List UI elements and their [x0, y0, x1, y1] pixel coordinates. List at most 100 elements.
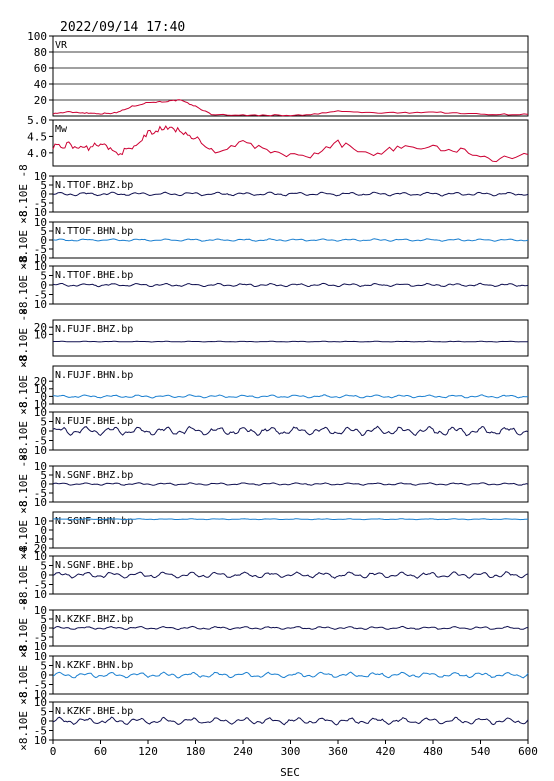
y-tick-label: 10	[34, 383, 47, 396]
y-tick-label: 5	[40, 469, 47, 482]
y-tick-label: 4.5	[27, 130, 47, 143]
trace-line	[53, 394, 529, 399]
panel-stack: 20406080100VR4.04.55.0Mw10-50510N.TTOF.B…	[17, 30, 529, 751]
y-tick-label: 10	[34, 260, 47, 273]
y-tick-label: 80	[34, 46, 47, 59]
panel-label: N.TTOF.BHZ.bp	[55, 180, 133, 191]
x-tick-label: 180	[186, 745, 206, 758]
y-tick-label: 10	[34, 550, 47, 563]
y-tick-label: -5	[34, 579, 47, 592]
y-tick-label: 20	[34, 321, 47, 334]
x-tick-label: 480	[423, 745, 443, 758]
panel-label: N.TTOF.BHE.bp	[55, 270, 133, 281]
series-line	[52, 125, 529, 163]
y-axis-label: ×8.10E -8	[17, 210, 30, 270]
y-tick-label: 5	[40, 225, 47, 238]
panel-label: VR	[55, 40, 68, 51]
y-tick-label: 0	[40, 715, 47, 728]
panel-frame	[52, 319, 529, 357]
panel-label: N.SGNF.BHN.bp	[55, 516, 133, 527]
y-tick-label: 0	[40, 524, 47, 537]
y-tick-label: 10	[34, 734, 47, 747]
panel-frame	[52, 119, 529, 167]
trace-line	[52, 571, 529, 579]
y-axis-label: ×8.10E -8	[17, 645, 30, 705]
y-tick-label: 0	[40, 234, 47, 247]
y-tick-label: 10	[34, 588, 47, 601]
panel-frame	[52, 35, 529, 117]
y-tick-label: -5	[34, 631, 47, 644]
trace-line	[52, 238, 529, 242]
x-tick-label: 120	[138, 745, 158, 758]
y-tick-label: 10	[34, 533, 47, 546]
trace-line	[52, 282, 529, 288]
panel-label: Mw	[55, 124, 68, 135]
x-tick-label: 360	[328, 745, 348, 758]
y-tick-label: 5	[40, 179, 47, 192]
x-tick-label: 540	[471, 745, 491, 758]
panel-label: N.FUJF.BHZ.bp	[55, 324, 133, 335]
y-tick-label: 20	[34, 542, 47, 555]
y-tick-label: 10	[34, 328, 47, 341]
y-tick-label: 10	[34, 688, 47, 701]
y-tick-label: 0	[40, 669, 47, 682]
y-tick-label: 5	[40, 613, 47, 626]
y-tick-label: 5.0	[27, 114, 47, 127]
y-tick-label: 0	[40, 478, 47, 491]
y-tick-label: 5	[40, 706, 47, 719]
panel-label: N.FUJF.BHN.bp	[55, 370, 133, 381]
y-axis-label: ×8.10E -8	[17, 355, 30, 415]
trace-line	[52, 671, 529, 679]
y-tick-label: -5	[34, 725, 47, 738]
y-tick-label: 10	[34, 170, 47, 183]
y-tick-label: 0	[40, 622, 47, 635]
x-tick-label: 0	[50, 745, 57, 758]
y-axis-label: ×8.10E -8	[17, 454, 30, 514]
y-tick-label: 0	[40, 425, 47, 438]
y-tick-label: 10	[34, 406, 47, 419]
y-axis-label: ×8.10E -8	[17, 308, 30, 368]
series-line	[52, 99, 529, 117]
y-tick-label: 0	[40, 569, 47, 582]
y-tick-label: 20	[34, 375, 47, 388]
y-tick-label: 10	[34, 206, 47, 219]
y-tick-label: -5	[34, 487, 47, 500]
y-tick-label: 10	[34, 460, 47, 473]
y-tick-label: 0	[40, 188, 47, 201]
y-tick-label: 5	[40, 560, 47, 573]
y-axis-label: ×8.10E -8	[17, 691, 30, 751]
panel-label: N.KZKF.BHE.bp	[55, 706, 133, 717]
x-tick-label: 300	[281, 745, 301, 758]
y-tick-label: 10	[34, 640, 47, 653]
timestamp: 2022/09/14 17:40	[60, 20, 185, 35]
x-tick-label: 600	[518, 745, 538, 758]
y-axis-label: ×8.10E -8	[17, 255, 30, 315]
x-tick-label: 420	[376, 745, 396, 758]
x-tick-label: 60	[94, 745, 107, 758]
y-tick-label: -5	[34, 197, 47, 210]
y-tick-label: -5	[34, 435, 47, 448]
y-tick-label: 0	[40, 390, 47, 403]
y-tick-label: 5	[40, 416, 47, 429]
y-tick-label: 10	[34, 216, 47, 229]
trace-line	[52, 191, 529, 197]
y-axis-label: ×8.10E -8	[17, 401, 30, 461]
y-tick-label: 40	[34, 78, 47, 91]
y-tick-label: 0	[40, 279, 47, 292]
y-tick-label: 4.0	[27, 147, 47, 160]
y-tick-label: 5	[40, 270, 47, 283]
y-tick-label: 10	[34, 515, 47, 528]
panel-label: N.TTOF.BHN.bp	[55, 226, 133, 237]
trace-line	[52, 716, 529, 726]
panel-vr: 20 40 60 80 100 VR	[27, 30, 529, 117]
